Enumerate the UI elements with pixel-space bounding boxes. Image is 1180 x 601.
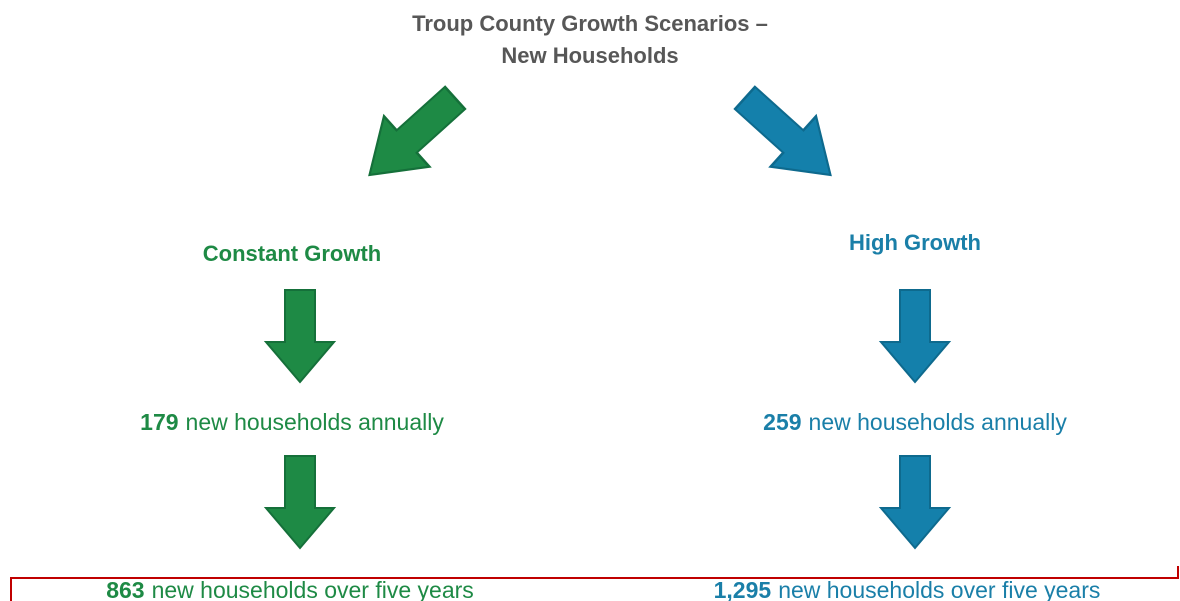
title-line: New Households [501, 43, 678, 68]
highlight-box [10, 566, 1179, 601]
five-year-text: 863 new households over five years [106, 577, 474, 601]
branch-label: Constant Growth [203, 241, 381, 266]
arrow [880, 455, 950, 549]
arrow [721, 71, 855, 202]
text: new households over five years [152, 577, 474, 601]
number: 179 [140, 409, 178, 435]
title-line: Troup County Growth Scenarios – [412, 11, 768, 36]
annual-text: 259 new households annually [763, 409, 1067, 435]
text: new households annually [186, 409, 445, 435]
arrow [265, 289, 335, 383]
branch-label: High Growth [849, 230, 981, 255]
number: 1,295 [714, 577, 772, 601]
arrow [345, 71, 479, 202]
annual-text: 179 new households annually [140, 409, 444, 435]
text: new households annually [809, 409, 1068, 435]
arrow [265, 455, 335, 549]
text: new households over five years [778, 577, 1100, 601]
five-year-text: 1,295 new households over five years [714, 577, 1101, 601]
number: 259 [763, 409, 801, 435]
arrow [880, 289, 950, 383]
number: 863 [106, 577, 144, 601]
